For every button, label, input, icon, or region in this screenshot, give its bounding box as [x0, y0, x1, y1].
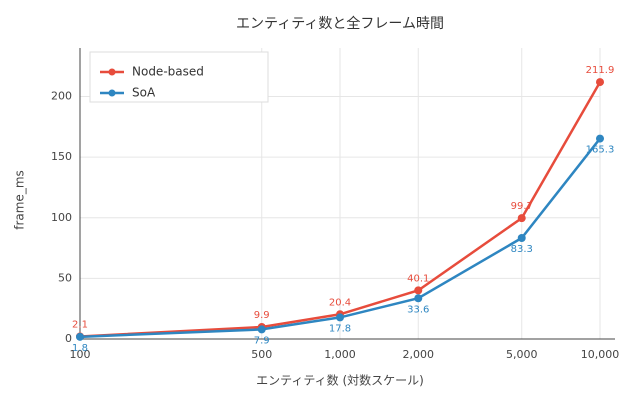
x-axis-title: エンティティ数 (対数スケール) [256, 373, 424, 388]
data-label: 17.8 [329, 323, 351, 334]
series-line [79, 137, 601, 339]
chart-title: エンティティ数と全フレーム時間 [236, 15, 444, 32]
x-tick-label: 100 [70, 348, 91, 361]
y-tick-label: 150 [51, 150, 72, 163]
data-label: 7.9 [254, 335, 270, 346]
y-tick-label: 0 [65, 332, 72, 345]
y-tick-label: 200 [51, 90, 72, 103]
y-tick-label: 100 [51, 211, 72, 224]
x-tick-label: 500 [251, 348, 272, 361]
data-point [414, 286, 423, 295]
data-label: 20.4 [329, 297, 351, 308]
data-label: 165.3 [586, 145, 615, 156]
x-tick-label: 1,000 [324, 348, 356, 361]
legend-label: SoA [132, 86, 156, 100]
legend-marker [108, 89, 116, 97]
data-point [76, 332, 84, 341]
legend-marker [108, 68, 116, 76]
data-label: 2.1 [72, 319, 88, 330]
data-point [336, 313, 344, 322]
data-point [517, 233, 526, 242]
x-tick-label: 2,000 [403, 348, 435, 361]
legend: Node-based SoA [89, 51, 269, 103]
data-label: 99.7 [511, 201, 533, 212]
x-tick-label: 5,000 [506, 348, 538, 361]
legend-label: Node-based [132, 65, 204, 79]
data-point [257, 325, 266, 334]
data-point [517, 214, 526, 223]
data-label: 1.8 [72, 343, 88, 354]
data-label: 211.9 [586, 65, 615, 76]
data-point [596, 78, 604, 87]
data-label: 33.6 [407, 304, 429, 315]
data-point [414, 294, 423, 303]
data-point [596, 134, 604, 143]
series-line [79, 81, 602, 338]
data-label: 9.9 [254, 310, 270, 321]
data-label: 40.1 [407, 273, 429, 284]
data-label: 83.3 [511, 244, 533, 255]
x-tick-label: 10,000 [581, 348, 620, 361]
y-tick-label: 50 [58, 271, 72, 284]
y-axis-title: frame_ms [13, 170, 27, 230]
